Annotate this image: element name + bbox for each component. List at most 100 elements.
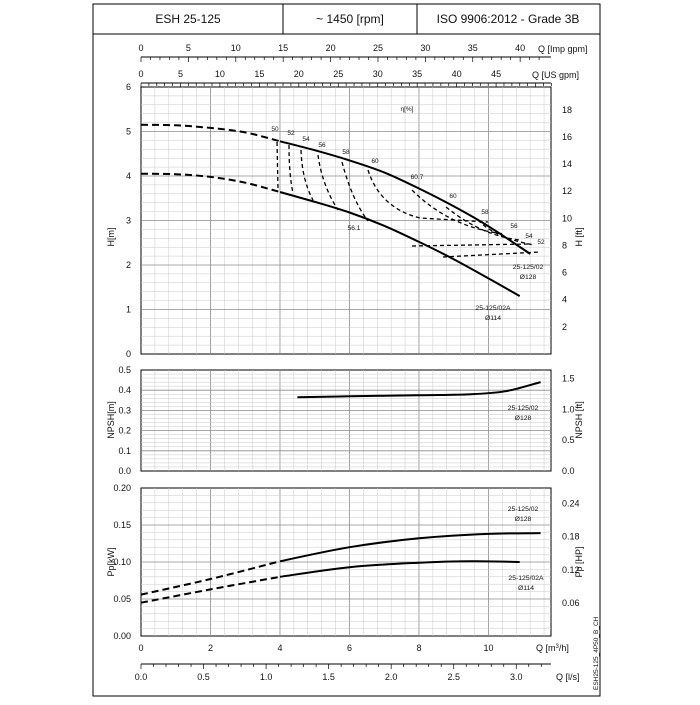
model-name: ESH 25-125 <box>155 12 221 26</box>
us-gpm-tick-label: 25 <box>333 69 343 79</box>
power-label-02-line1: 25-125/02 <box>508 506 539 513</box>
npsh-m-tick-label: 0.0 <box>118 466 131 476</box>
h-m-tick-label: 6 <box>126 82 131 92</box>
head-curve-02-dashed <box>140 123 281 143</box>
efficiency-iso-line <box>411 243 531 247</box>
npsh-label-02-line1: 25-125/02 <box>508 405 539 412</box>
speed-label: ~ 1450 [rpm] <box>316 12 384 26</box>
power-curve-02-dashed <box>140 560 281 596</box>
us-gpm-tick-label: 40 <box>452 69 462 79</box>
p-kw-tick-label: 0.10 <box>113 557 131 567</box>
q-m3h-tick-label: 6 <box>347 643 352 653</box>
efficiency-iso-line <box>442 251 541 258</box>
efficiency-label: 60 <box>449 193 457 200</box>
q-ls-tick-label: 2.5 <box>447 672 460 682</box>
p-kw-tick-label: 0.15 <box>113 520 131 530</box>
npsh-curve-02 <box>297 381 541 399</box>
q-ls-tick-label: 1.5 <box>322 672 335 682</box>
efficiency-iso-line <box>341 161 369 222</box>
h-ft-tick-label: 18 <box>562 105 572 115</box>
q-ls-tick-label: 0.5 <box>197 672 210 682</box>
npsh-m-tick-label: 0.2 <box>118 426 131 436</box>
imp-gpm-tick-label: 5 <box>186 43 191 53</box>
power-curve-02a-solid <box>279 560 520 578</box>
drawing-code: ESH25-125_4P50_B_CH <box>593 616 600 690</box>
p-kw-tick-label: 0.05 <box>113 594 131 604</box>
h-ft-tick-label: 6 <box>562 268 567 278</box>
head-label-02-line1: 25-125/02 <box>513 264 544 271</box>
efficiency-label: 60 <box>371 158 379 165</box>
h-m-tick-label: 1 <box>126 305 131 315</box>
us-gpm-tick-label: 15 <box>254 69 264 79</box>
us-gpm-axis-label: Q [US gpm] <box>532 70 579 80</box>
npsh-ft-tick-label: 1.0 <box>562 404 575 414</box>
p-hp-axis-title: Pp [HP] <box>574 546 584 577</box>
npsh-m-axis-title: NPSH[m] <box>106 401 116 439</box>
h-m-tick-label: 5 <box>126 127 131 137</box>
npsh-m-tick-label: 0.4 <box>118 385 131 395</box>
us-gpm-tick-label: 30 <box>373 69 383 79</box>
us-gpm-tick-label: 5 <box>178 69 183 79</box>
head-label-02a-line2: Ø114 <box>485 315 501 322</box>
imp-gpm-tick-label: 0 <box>138 43 143 53</box>
h-ft-tick-label: 8 <box>562 240 567 250</box>
q-m3h-tick-label: 2 <box>208 643 213 653</box>
npsh-m-tick-label: 0.5 <box>118 365 131 375</box>
h-ft-tick-label: 16 <box>562 132 572 142</box>
h-m-tick-label: 3 <box>126 216 131 226</box>
h-ft-tick-label: 12 <box>562 186 572 196</box>
standard-label: ISO 9906:2012 - Grade 3B <box>437 12 580 26</box>
q-m3h-tick-label: 4 <box>277 643 282 653</box>
power-curve-02a-dashed <box>140 575 281 604</box>
efficiency-label: 58 <box>481 209 489 216</box>
power-curve-02-solid <box>279 532 541 563</box>
outer-frame <box>92 33 601 697</box>
imp-gpm-tick-label: 30 <box>420 43 430 53</box>
efficiency-label: 54 <box>302 136 310 143</box>
efficiency-label: 58 <box>342 149 350 156</box>
p-kw-tick-label: 0.20 <box>113 483 131 493</box>
imp-gpm-axis-label: Q [Imp gpm] <box>538 44 588 54</box>
p-hp-tick-label: 0.24 <box>562 499 580 509</box>
h-ft-axis-title: H [ft] <box>574 227 584 246</box>
power-label-02-line2: Ø128 <box>515 516 532 523</box>
npsh-m-tick-label: 0.3 <box>118 405 131 415</box>
efficiency-label: 52 <box>287 130 295 137</box>
npsh-m-tick-label: 0.1 <box>118 446 131 456</box>
efficiency-iso-line <box>288 144 294 194</box>
p-kw-axis-title: Pp[kW] <box>106 547 116 576</box>
p-hp-tick-label: 0.12 <box>562 565 580 575</box>
imp-gpm-tick-label: 40 <box>515 43 525 53</box>
efficiency-label: 50 <box>271 126 279 133</box>
h-ft-tick-label: 4 <box>562 295 567 305</box>
efficiency-iso-line <box>276 141 279 190</box>
head-curve-02a-dashed <box>140 172 281 193</box>
efficiency-label: 52 <box>537 239 545 246</box>
imp-gpm-tick-label: 35 <box>468 43 478 53</box>
q-m3h-axis-label: Q [m3/h] <box>536 643 569 653</box>
efficiency-label: 56 <box>510 223 518 230</box>
us-gpm-tick-label: 35 <box>412 69 422 79</box>
p-hp-tick-label: 0.18 <box>562 532 580 542</box>
q-m3h-tick-label: 10 <box>483 643 493 653</box>
imp-gpm-tick-label: 20 <box>326 43 336 53</box>
head-curve-02a-solid <box>279 191 521 297</box>
q-ls-tick-label: 3.0 <box>510 672 523 682</box>
imp-gpm-tick-label: 10 <box>231 43 241 53</box>
efficiency-iso-line <box>317 154 339 211</box>
npsh-ft-tick-label: 1.5 <box>562 374 575 384</box>
power-label-02a-line1: 25-125/02A <box>508 575 544 582</box>
p-hp-tick-label: 0.06 <box>562 598 580 608</box>
q-ls-axis-label: Q [l/s] <box>556 672 580 682</box>
us-gpm-tick-label: 10 <box>215 69 225 79</box>
npsh-ft-axis-title: NPSH [ft] <box>574 401 584 439</box>
p-kw-tick-label: 0.00 <box>113 631 131 641</box>
npsh-label-02-line2: Ø128 <box>515 415 532 422</box>
us-gpm-tick-label: 45 <box>491 69 501 79</box>
efficiency-label: 54 <box>525 233 533 240</box>
imp-gpm-tick-label: 25 <box>373 43 383 53</box>
head-label-02-line2: Ø128 <box>520 274 537 281</box>
h-m-tick-label: 4 <box>126 171 131 181</box>
